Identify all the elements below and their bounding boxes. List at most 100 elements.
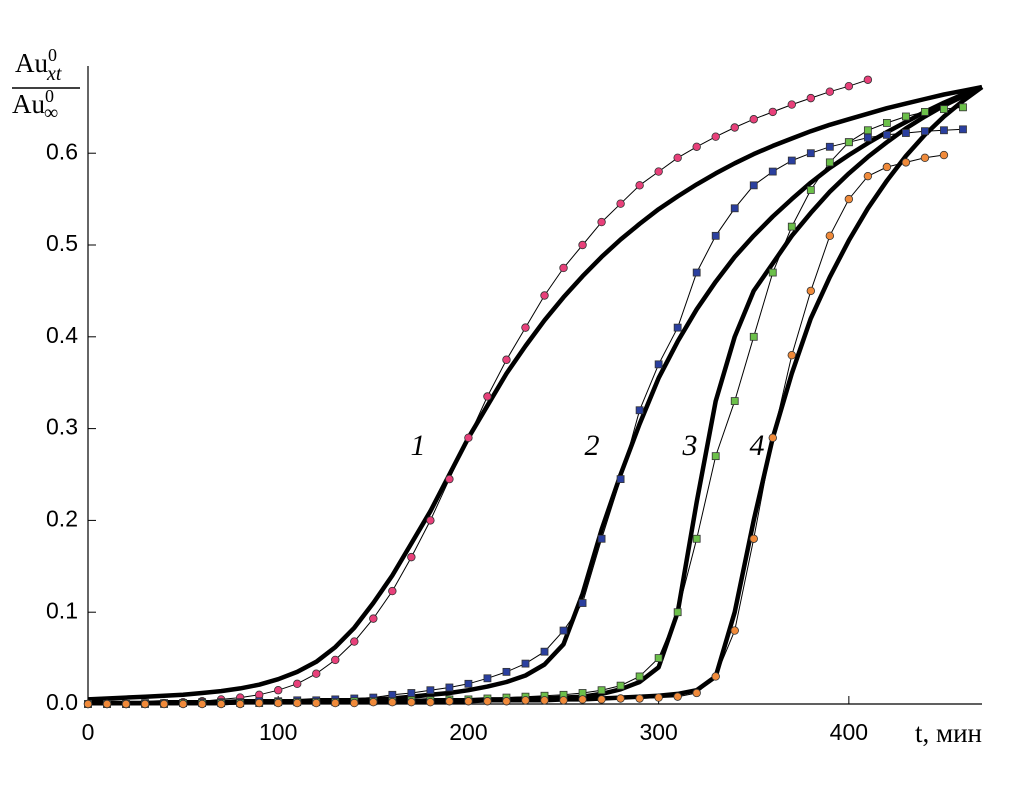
- curve-label: 4: [750, 429, 765, 462]
- data-point: [445, 697, 454, 706]
- model-curve: [88, 85, 983, 706]
- model-curve: [88, 85, 984, 706]
- data-point: [483, 674, 492, 683]
- data-point: [844, 194, 854, 204]
- data-point: [692, 142, 701, 151]
- y-tick-label: 0.3: [46, 414, 78, 440]
- data-point: [426, 686, 435, 695]
- data-line: [88, 106, 964, 705]
- data-point: [597, 534, 606, 543]
- data-point: [844, 81, 854, 91]
- data-point: [730, 204, 739, 213]
- y-label-num-sup: 0: [48, 45, 57, 65]
- data-point: [407, 697, 416, 707]
- curve-label: 1: [411, 429, 426, 462]
- data-point: [768, 107, 777, 117]
- data-line: [88, 154, 945, 705]
- curve-label: 3: [682, 429, 698, 462]
- data-point: [83, 699, 93, 709]
- data-point: [445, 683, 454, 692]
- data-point: [293, 698, 302, 708]
- data-point: [787, 222, 796, 231]
- y-label-den-sup: 0: [45, 86, 54, 106]
- data-point: [711, 452, 720, 461]
- data-point: [388, 690, 397, 699]
- data-point: [578, 599, 587, 607]
- x-label: t, мин: [915, 718, 982, 748]
- y-tick-label: 0.4: [46, 322, 78, 348]
- data-point: [559, 263, 568, 273]
- data-point: [407, 689, 416, 697]
- data-point: [635, 672, 644, 681]
- data-point: [882, 119, 891, 127]
- data-point: [616, 694, 625, 703]
- model-curve: [87, 84, 983, 702]
- data-point: [692, 534, 701, 543]
- data-point: [692, 268, 701, 277]
- data-point: [902, 112, 910, 121]
- data-point: [806, 186, 815, 194]
- data-point: [863, 75, 873, 84]
- data-point: [274, 686, 283, 695]
- data-point: [445, 474, 454, 484]
- data-point: [806, 286, 816, 296]
- data-point: [159, 699, 169, 709]
- data-point: [730, 123, 739, 132]
- data-point: [388, 586, 397, 596]
- data-point: [559, 626, 568, 635]
- data-point: [825, 158, 834, 167]
- data-point: [521, 696, 530, 705]
- y-label-denominator: Au0 ∞: [12, 86, 58, 124]
- data-point: [654, 167, 663, 176]
- data-point: [635, 181, 644, 190]
- x-tick-label: 200: [449, 719, 487, 745]
- data-point: [921, 107, 929, 116]
- data-point: [502, 697, 511, 706]
- data-point: [768, 167, 777, 176]
- data-point: [825, 231, 835, 241]
- y-label-num-sub: xt: [46, 63, 62, 85]
- data-point: [331, 698, 340, 708]
- data-point: [882, 130, 891, 139]
- data-point: [863, 126, 872, 135]
- data-point: [483, 697, 492, 706]
- data-point: [483, 392, 492, 401]
- data-point: [787, 156, 796, 165]
- data-point: [806, 149, 815, 158]
- x-tick-label: 300: [639, 719, 677, 745]
- y-tick-label: 0.1: [46, 597, 78, 623]
- y-label-den-sub: ∞: [44, 102, 58, 124]
- data-point: [578, 695, 587, 704]
- data-point: [540, 647, 549, 656]
- data-point: [635, 406, 644, 415]
- data-point: [825, 142, 834, 151]
- data-point: [959, 125, 967, 134]
- y-tick-label: 0.0: [46, 689, 78, 715]
- data-point: [597, 217, 606, 227]
- data-point: [140, 699, 150, 709]
- data-point: [711, 132, 720, 141]
- data-point: [635, 694, 644, 703]
- data-point: [921, 127, 929, 136]
- data-point: [426, 697, 435, 707]
- data-point: [502, 667, 511, 676]
- data-point: [749, 181, 758, 190]
- data-point: [350, 637, 359, 646]
- data-point: [502, 355, 511, 364]
- data-point: [464, 433, 473, 442]
- data-point: [940, 126, 948, 135]
- data-point: [121, 699, 131, 709]
- data-point: [369, 697, 378, 707]
- data-point: [369, 614, 378, 623]
- y-label-num-base: Au: [15, 48, 48, 78]
- data-point: [902, 129, 910, 137]
- data-point: [293, 679, 302, 689]
- data-point: [920, 153, 930, 162]
- data-point: [274, 698, 283, 708]
- data-point: [559, 696, 568, 705]
- data-point: [768, 268, 777, 277]
- y-tick-label: 0.2: [46, 505, 78, 531]
- data-point: [959, 103, 967, 112]
- data-point: [312, 669, 321, 678]
